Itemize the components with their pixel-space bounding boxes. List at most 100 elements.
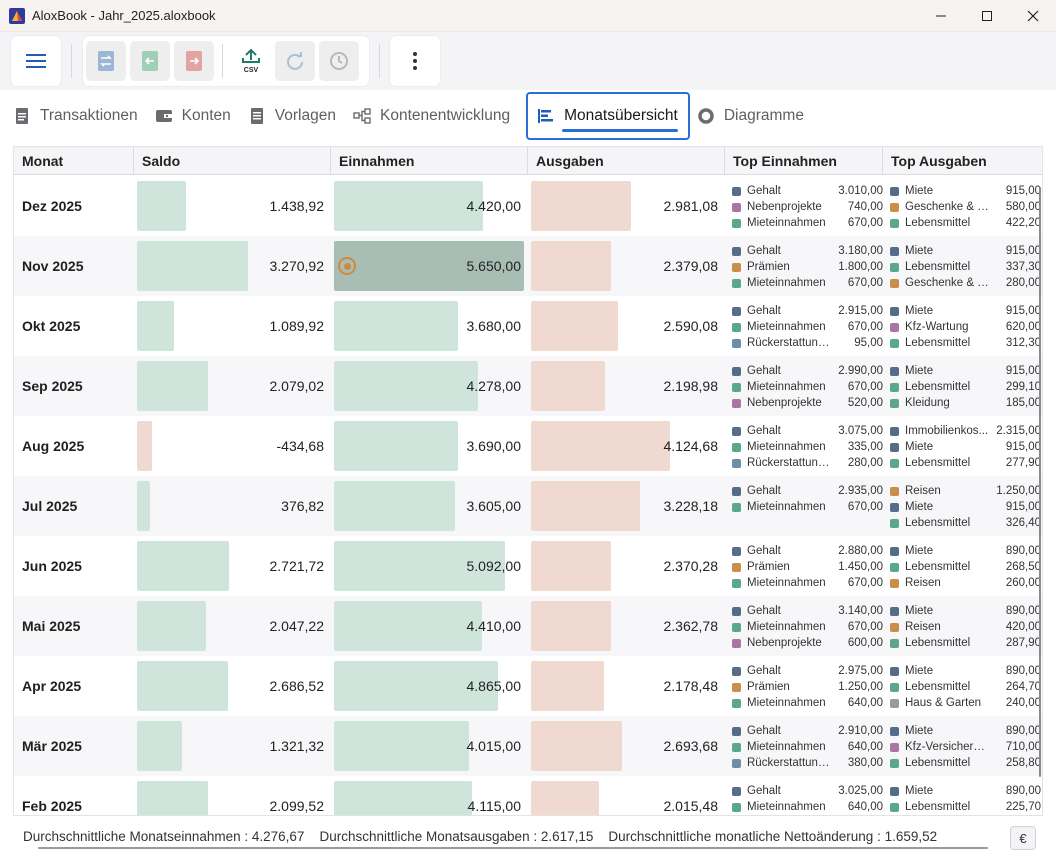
category-entry: Mieteinnahmen 640,00 bbox=[725, 739, 883, 755]
column-header-top-income[interactable]: Top Einnahmen bbox=[725, 147, 883, 175]
income-value: 5.650,00 bbox=[466, 258, 522, 274]
expenses-cell[interactable]: 3.228,18 bbox=[528, 476, 725, 536]
month-cell: Jun 2025 bbox=[22, 558, 82, 574]
category-name: Mieteinnahmen bbox=[747, 501, 826, 513]
top-expenses-cell: Immobilienkos... 2.315,00 Miete 915,00 Leben… bbox=[883, 416, 1041, 476]
table-row[interactable]: Apr 2025 2.686,52 4.865,00 2.178,48 Gehalt 2.… bbox=[14, 656, 1042, 716]
expenses-cell[interactable]: 2.379,08 bbox=[528, 236, 725, 296]
column-header-balance[interactable]: Saldo bbox=[134, 147, 331, 175]
table-row[interactable]: Mär 2025 1.321,32 4.015,00 2.693,68 Gehalt 2.… bbox=[14, 716, 1042, 776]
category-entry: Nebenprojekte 600,00 bbox=[725, 635, 883, 651]
income-value: 3.605,00 bbox=[466, 498, 522, 514]
toolbar: CSV bbox=[0, 32, 1056, 90]
hamburger-menu-icon[interactable] bbox=[16, 41, 56, 81]
balance-cell[interactable]: 1.438,92 bbox=[134, 176, 331, 236]
top-income-cell: Gehalt 2.935,00 Mieteinnahmen 670,00 bbox=[725, 476, 883, 536]
column-header-top-expenses[interactable]: Top Ausgaben bbox=[891, 153, 987, 169]
balance-cell[interactable]: 2.099,52 bbox=[134, 776, 331, 815]
horizontal-scrollbar[interactable] bbox=[38, 847, 988, 849]
table-row[interactable]: Sep 2025 2.079,02 4.278,00 2.198,98 Gehalt 2.… bbox=[14, 356, 1042, 416]
balance-cell[interactable]: 376,82 bbox=[134, 476, 331, 536]
tab-diagramme[interactable]: Diagramme bbox=[692, 92, 814, 140]
table-row[interactable]: Dez 2025 1.438,92 4.420,00 2.981,08 Gehalt 3.… bbox=[14, 176, 1042, 236]
column-header-income[interactable]: Einnahmen bbox=[331, 147, 528, 175]
vertical-scrollbar[interactable] bbox=[1039, 187, 1041, 777]
tab-transaktionen[interactable]: Transaktionen bbox=[8, 92, 148, 140]
expenses-cell[interactable]: 2.370,28 bbox=[528, 536, 725, 596]
tab-monatsuebersicht[interactable]: Monatsübersicht bbox=[526, 92, 690, 140]
table-row[interactable]: Mai 2025 2.047,22 4.410,00 2.362,78 Gehalt 3.… bbox=[14, 596, 1042, 656]
expense-icon[interactable] bbox=[174, 41, 214, 81]
category-amount: 280,00 bbox=[1005, 277, 1041, 289]
balance-cell[interactable]: 2.686,52 bbox=[134, 656, 331, 716]
income-cell[interactable]: 3.690,00 bbox=[331, 416, 528, 476]
balance-cell[interactable]: -434,68 bbox=[134, 416, 331, 476]
tab-label: Diagramme bbox=[723, 107, 804, 124]
category-color-swatch bbox=[890, 518, 899, 528]
income-cell[interactable]: 4.410,00 bbox=[331, 596, 528, 656]
balance-cell[interactable]: 2.079,02 bbox=[134, 356, 331, 416]
close-icon[interactable] bbox=[1010, 0, 1056, 32]
tab-label: Monatsübersicht bbox=[564, 107, 678, 124]
balance-cell[interactable]: 3.270,92 bbox=[134, 236, 331, 296]
table-row[interactable]: Jun 2025 2.721,72 5.092,00 2.370,28 Gehalt 2.… bbox=[14, 536, 1042, 596]
balance-value: 1.438,92 bbox=[269, 198, 325, 214]
expenses-bar bbox=[531, 721, 622, 771]
income-cell[interactable]: 4.420,00 bbox=[331, 176, 528, 236]
expenses-cell[interactable]: 2.178,48 bbox=[528, 656, 725, 716]
income-value: 3.680,00 bbox=[466, 318, 522, 334]
income-cell[interactable]: 4.865,00 bbox=[331, 656, 528, 716]
expenses-cell[interactable]: 2.981,08 bbox=[528, 176, 725, 236]
top-expenses-cell: Miete 915,00 Lebensmittel 337,30 Geschenke &… bbox=[883, 236, 1041, 296]
expenses-cell[interactable]: 2.015,48 bbox=[528, 776, 725, 815]
income-icon[interactable] bbox=[130, 41, 170, 81]
table-row[interactable]: Aug 2025 -434,68 3.690,00 4.124,68 Gehalt 3.0… bbox=[14, 416, 1042, 476]
income-cell[interactable]: 3.605,00 bbox=[331, 476, 528, 536]
category-entry: Mieteinnahmen 640,00 bbox=[725, 695, 883, 711]
more-vertical-icon[interactable] bbox=[395, 41, 435, 81]
minimize-icon[interactable] bbox=[918, 0, 964, 32]
table-row[interactable]: Nov 2025 3.270,92 5.650,00 2.379,08 Gehalt 3.… bbox=[14, 236, 1042, 296]
tab-vorlagen[interactable]: Vorlagen bbox=[243, 92, 346, 140]
income-cell[interactable]: 4.115,00 bbox=[331, 776, 528, 815]
redo-icon[interactable] bbox=[275, 41, 315, 81]
balance-cell[interactable]: 2.047,22 bbox=[134, 596, 331, 656]
income-cell[interactable]: 4.015,00 bbox=[331, 716, 528, 776]
month-cell: Mär 2025 bbox=[22, 738, 82, 754]
category-name: Lebensmittel bbox=[905, 681, 971, 693]
top-expenses-cell: Miete 890,00 Reisen 420,00 Lebensmittel 287,9… bbox=[883, 596, 1041, 656]
tab-konten[interactable]: Konten bbox=[150, 92, 241, 140]
table-row[interactable]: Jul 2025 376,82 3.605,00 3.228,18 Gehalt 2.93… bbox=[14, 476, 1042, 536]
balance-cell[interactable]: 1.321,32 bbox=[134, 716, 331, 776]
balance-cell[interactable]: 2.721,72 bbox=[134, 536, 331, 596]
category-color-swatch bbox=[732, 366, 741, 376]
income-cell[interactable]: 5.092,00 bbox=[331, 536, 528, 596]
expenses-cell[interactable]: 2.590,08 bbox=[528, 296, 725, 356]
expenses-cell[interactable]: 4.124,68 bbox=[528, 416, 725, 476]
balance-value: 2.079,02 bbox=[269, 378, 325, 394]
csv-export-icon[interactable]: CSV bbox=[231, 41, 271, 81]
balance-bar bbox=[137, 481, 150, 531]
income-value: 5.092,00 bbox=[466, 558, 522, 574]
history-icon[interactable] bbox=[319, 41, 359, 81]
income-cell[interactable]: 5.650,00 bbox=[331, 236, 528, 296]
column-header-expenses[interactable]: Ausgaben bbox=[528, 147, 725, 175]
category-entry: Gehalt 2.935,00 bbox=[725, 483, 883, 499]
table-row[interactable]: Feb 2025 2.099,52 4.115,00 2.015,48 Gehalt 3.… bbox=[14, 776, 1042, 815]
table-row[interactable]: Okt 2025 1.089,92 3.680,00 2.590,08 Gehalt 2.… bbox=[14, 296, 1042, 356]
income-cell[interactable]: 3.680,00 bbox=[331, 296, 528, 356]
expenses-cell[interactable]: 2.198,98 bbox=[528, 356, 725, 416]
column-header-month[interactable]: Monat bbox=[14, 147, 134, 175]
category-color-swatch bbox=[732, 322, 741, 332]
balance-cell[interactable]: 1.089,92 bbox=[134, 296, 331, 356]
expenses-cell[interactable]: 2.362,78 bbox=[528, 596, 725, 656]
category-entry: Gehalt 3.025,00 bbox=[725, 783, 883, 799]
currency-toggle-button[interactable]: € bbox=[1010, 826, 1036, 850]
tab-kontenentwicklung[interactable]: Kontenentwicklung bbox=[348, 92, 520, 140]
category-amount: 1.250,00 bbox=[838, 681, 883, 693]
income-cell[interactable]: 4.278,00 bbox=[331, 356, 528, 416]
expenses-cell[interactable]: 2.693,68 bbox=[528, 716, 725, 776]
expenses-bar bbox=[531, 361, 606, 411]
transfer-icon[interactable] bbox=[86, 41, 126, 81]
maximize-icon[interactable] bbox=[964, 0, 1010, 32]
